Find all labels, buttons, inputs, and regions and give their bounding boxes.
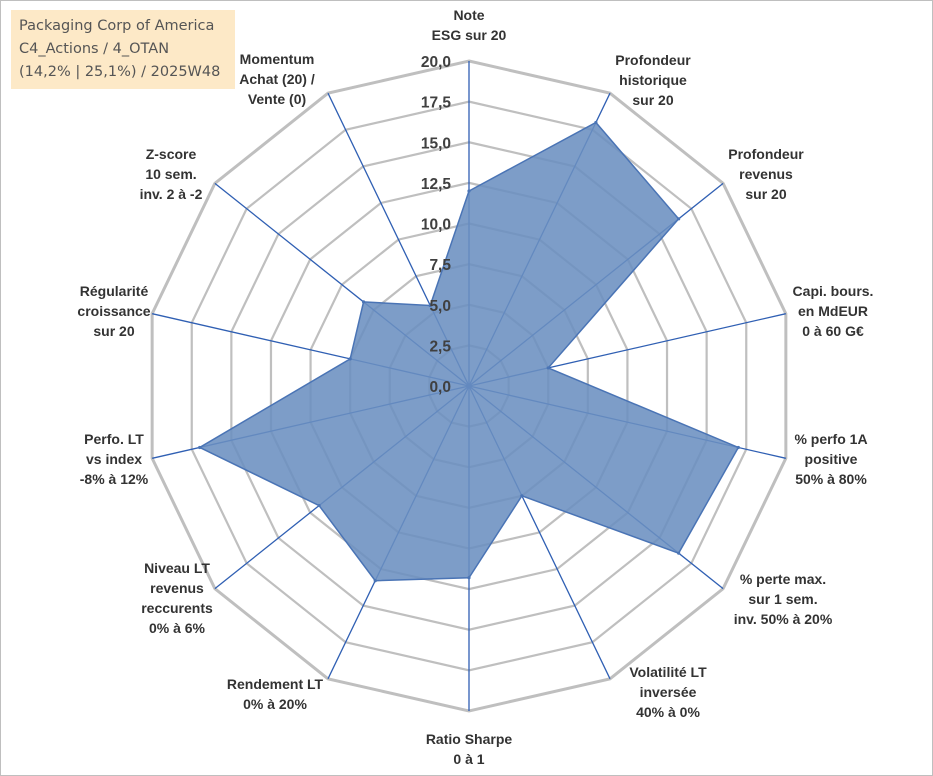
data-point (428, 303, 432, 308)
axis-label-line: sur 20 (745, 186, 786, 202)
axis-label: Momentum Achat (20) / Vente (0) (239, 51, 315, 107)
badge-stats: (14,2% | 25,1%) / 2025W48 (19, 64, 221, 80)
axis-label: Note ESG sur 20 (432, 7, 507, 43)
tick-label: 17,5 (421, 95, 452, 112)
data-point (677, 217, 681, 221)
badge-company: Packaging Corp of America (19, 18, 215, 34)
axis-label-line: 0 à 1 (453, 751, 484, 767)
tick-label: 7,5 (429, 257, 451, 274)
axis-label-line: Régularité (80, 283, 149, 299)
data-point (467, 189, 471, 193)
axis-label: Z-score 10 sem. inv. 2 à -2 (140, 146, 203, 202)
data-point (317, 503, 321, 508)
data-point (546, 366, 550, 370)
data-point (373, 579, 377, 583)
axis-label-line: Momentum (240, 51, 315, 67)
tick-label: 10,0 (421, 217, 451, 234)
axis-label-line: % perte max. (740, 571, 826, 587)
axis-label-line: 40% à 0% (636, 704, 700, 720)
axis-label-line: sur 20 (93, 323, 134, 339)
axis-label: Perfo. LT vs index -8% à 12% (80, 431, 149, 487)
axis-label-line: Vente (0) (248, 91, 306, 107)
axis-label: Volatilité LT inversée 40% à 0% (629, 664, 707, 720)
axis-label-line: sur 1 sem. (748, 591, 817, 607)
axis-label-line: historique (619, 72, 687, 88)
axis-label-line: inversée (640, 684, 697, 700)
axis-label-line: reccurents (141, 600, 213, 616)
axis-label: Ratio Sharpe 0 à 1 (426, 731, 513, 767)
axis-label-line: Profondeur (728, 146, 804, 162)
axis-label-line: positive (805, 451, 858, 467)
axis-label: % perfo 1A positive 50% à 80% (794, 431, 867, 487)
axis-label-line: ESG sur 20 (432, 27, 507, 43)
axis-label: Capi. bours. en MdEUR 0 à 60 G€ (793, 283, 874, 339)
axis-label-line: Z-score (146, 146, 197, 162)
axis-label-line: 10 sem. (145, 166, 196, 182)
data-point (361, 300, 366, 304)
data-point (348, 357, 352, 361)
axis-label: Niveau LT revenus reccurents 0% à 6% (141, 560, 213, 636)
axis-label: Rendement LT 0% à 20% (227, 676, 324, 712)
axis-label-line: Niveau LT (144, 560, 210, 576)
axis-label-line: sur 20 (632, 92, 673, 108)
tick-label: 15,0 (421, 135, 451, 152)
axis-label-line: 0% à 20% (243, 696, 307, 712)
axis-label-line: 50% à 80% (795, 471, 867, 487)
data-point (198, 445, 202, 450)
data-point (736, 445, 740, 450)
tick-label: 5,0 (429, 298, 451, 315)
axis-label: Profondeur revenus sur 20 (728, 146, 804, 202)
axis-label-line: revenus (150, 580, 204, 596)
axis-label-line: Rendement LT (227, 676, 324, 692)
axis-label: % perte max. sur 1 sem. inv. 50% à 20% (734, 571, 833, 627)
axis-label: Régularité croissance sur 20 (77, 283, 150, 339)
axis-label-line: Capi. bours. (793, 283, 874, 299)
axis-label-line: inv. 50% à 20% (734, 611, 833, 627)
axis-label-line: 0% à 6% (149, 620, 206, 636)
axis-label-line: vs index (86, 451, 142, 467)
axis-label-line: % perfo 1A (794, 431, 867, 447)
data-point (467, 576, 471, 580)
tick-label: 20,0 (421, 54, 451, 71)
data-point (677, 551, 681, 555)
axis-label-line: -8% à 12% (80, 471, 149, 487)
axis-label-line: 0 à 60 G€ (802, 323, 864, 339)
data-point (520, 494, 524, 498)
tick-label: 12,5 (421, 176, 452, 193)
data-point (594, 120, 598, 125)
axis-label-line: croissance (77, 303, 150, 319)
axis-label-line: en MdEUR (798, 303, 868, 319)
axis-label-line: Note (453, 7, 484, 23)
axis-label-line: Volatilité LT (629, 664, 707, 680)
axis-label-line: Perfo. LT (84, 431, 144, 447)
axis-label-line: Profondeur (615, 52, 691, 68)
axis-label-line: inv. 2 à -2 (140, 186, 203, 202)
axis-label-line: Ratio Sharpe (426, 731, 513, 747)
axis-label-line: Achat (20) / (239, 71, 315, 87)
tick-label: 2,5 (429, 338, 451, 355)
badge-category: C4_Actions / 4_OTAN (19, 41, 170, 57)
tick-label: 0,0 (429, 379, 451, 396)
axis-label-line: revenus (739, 166, 793, 182)
title-badge: Packaging Corp of America C4_Actions / 4… (11, 10, 235, 89)
axis-label: Profondeur historique sur 20 (615, 52, 691, 108)
